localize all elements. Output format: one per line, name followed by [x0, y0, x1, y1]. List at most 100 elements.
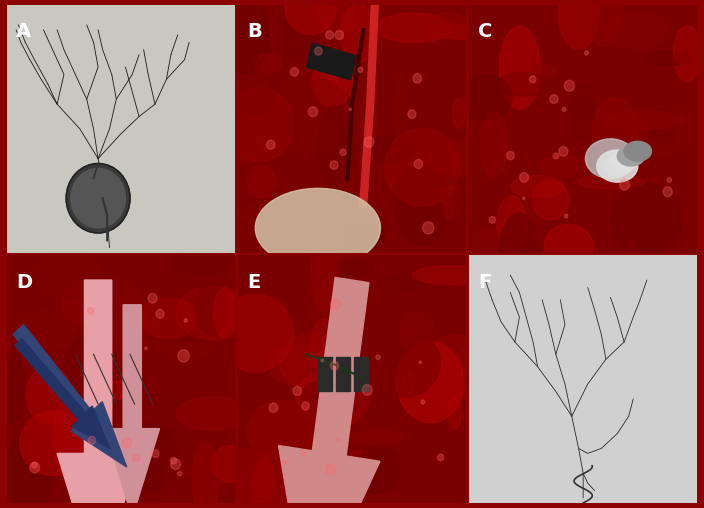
Circle shape — [414, 160, 422, 169]
Circle shape — [408, 110, 416, 118]
Ellipse shape — [211, 445, 254, 483]
Ellipse shape — [394, 72, 407, 156]
Ellipse shape — [313, 55, 352, 107]
Ellipse shape — [20, 411, 87, 475]
FancyArrow shape — [105, 305, 160, 508]
Ellipse shape — [221, 0, 269, 73]
Ellipse shape — [346, 451, 368, 502]
Ellipse shape — [420, 335, 497, 399]
Circle shape — [559, 146, 567, 156]
Circle shape — [71, 169, 125, 228]
Ellipse shape — [382, 273, 428, 290]
Ellipse shape — [496, 73, 553, 96]
Ellipse shape — [397, 341, 464, 423]
Ellipse shape — [413, 266, 490, 284]
Ellipse shape — [617, 146, 645, 166]
Circle shape — [358, 67, 363, 73]
Ellipse shape — [325, 267, 350, 353]
Ellipse shape — [674, 37, 693, 65]
Ellipse shape — [203, 115, 279, 163]
Ellipse shape — [394, 164, 449, 245]
Ellipse shape — [310, 0, 358, 34]
Circle shape — [301, 451, 306, 456]
Ellipse shape — [65, 329, 111, 405]
Ellipse shape — [592, 98, 638, 169]
Circle shape — [184, 319, 187, 322]
Circle shape — [88, 436, 96, 444]
Ellipse shape — [279, 0, 320, 61]
Ellipse shape — [340, 4, 376, 62]
Ellipse shape — [0, 337, 50, 418]
Ellipse shape — [465, 229, 503, 256]
Ellipse shape — [586, 139, 636, 178]
Ellipse shape — [120, 394, 189, 459]
Ellipse shape — [62, 281, 101, 324]
Circle shape — [326, 31, 334, 39]
Circle shape — [419, 361, 422, 364]
Circle shape — [364, 137, 374, 147]
Ellipse shape — [296, 370, 369, 429]
FancyArrow shape — [57, 280, 139, 508]
Ellipse shape — [279, 333, 348, 390]
Circle shape — [663, 187, 672, 197]
Ellipse shape — [589, 145, 619, 189]
Circle shape — [149, 294, 157, 303]
Circle shape — [620, 179, 629, 190]
Ellipse shape — [400, 313, 434, 352]
Text: E: E — [247, 273, 260, 292]
Ellipse shape — [77, 276, 144, 355]
Circle shape — [291, 68, 298, 76]
Ellipse shape — [37, 385, 80, 419]
Ellipse shape — [224, 87, 294, 162]
Ellipse shape — [624, 141, 651, 161]
Ellipse shape — [196, 282, 227, 335]
Circle shape — [308, 107, 318, 117]
Ellipse shape — [171, 251, 232, 274]
Circle shape — [315, 47, 322, 55]
Ellipse shape — [310, 385, 386, 421]
Ellipse shape — [311, 226, 339, 310]
Ellipse shape — [336, 301, 360, 378]
Circle shape — [507, 151, 514, 160]
Ellipse shape — [350, 430, 406, 444]
Ellipse shape — [161, 343, 213, 357]
Circle shape — [321, 359, 324, 362]
Circle shape — [562, 107, 566, 111]
FancyArrow shape — [279, 277, 380, 508]
Circle shape — [522, 197, 525, 200]
Circle shape — [337, 438, 340, 441]
Ellipse shape — [247, 400, 322, 460]
Ellipse shape — [497, 196, 527, 255]
Ellipse shape — [12, 363, 25, 424]
Ellipse shape — [240, 426, 318, 504]
Circle shape — [376, 355, 380, 360]
Ellipse shape — [539, 155, 589, 176]
Ellipse shape — [139, 298, 197, 338]
Bar — [354, 357, 368, 392]
Ellipse shape — [327, 62, 339, 86]
Circle shape — [553, 153, 559, 159]
Circle shape — [177, 471, 182, 476]
Circle shape — [422, 222, 434, 234]
Ellipse shape — [281, 66, 332, 150]
Circle shape — [178, 350, 189, 362]
Bar — [306, 43, 356, 80]
Ellipse shape — [544, 225, 593, 268]
Ellipse shape — [318, 106, 353, 187]
Circle shape — [667, 178, 672, 182]
Ellipse shape — [366, 136, 415, 163]
Ellipse shape — [570, 136, 598, 210]
Ellipse shape — [248, 165, 275, 198]
Ellipse shape — [443, 185, 455, 219]
Ellipse shape — [104, 381, 131, 399]
Ellipse shape — [310, 319, 337, 374]
Ellipse shape — [603, 156, 631, 176]
Ellipse shape — [650, 109, 677, 144]
Text: A: A — [16, 22, 31, 42]
Circle shape — [550, 94, 558, 104]
Circle shape — [133, 455, 139, 462]
Ellipse shape — [251, 451, 304, 508]
Circle shape — [340, 149, 346, 155]
Ellipse shape — [256, 54, 282, 73]
Ellipse shape — [53, 400, 83, 479]
